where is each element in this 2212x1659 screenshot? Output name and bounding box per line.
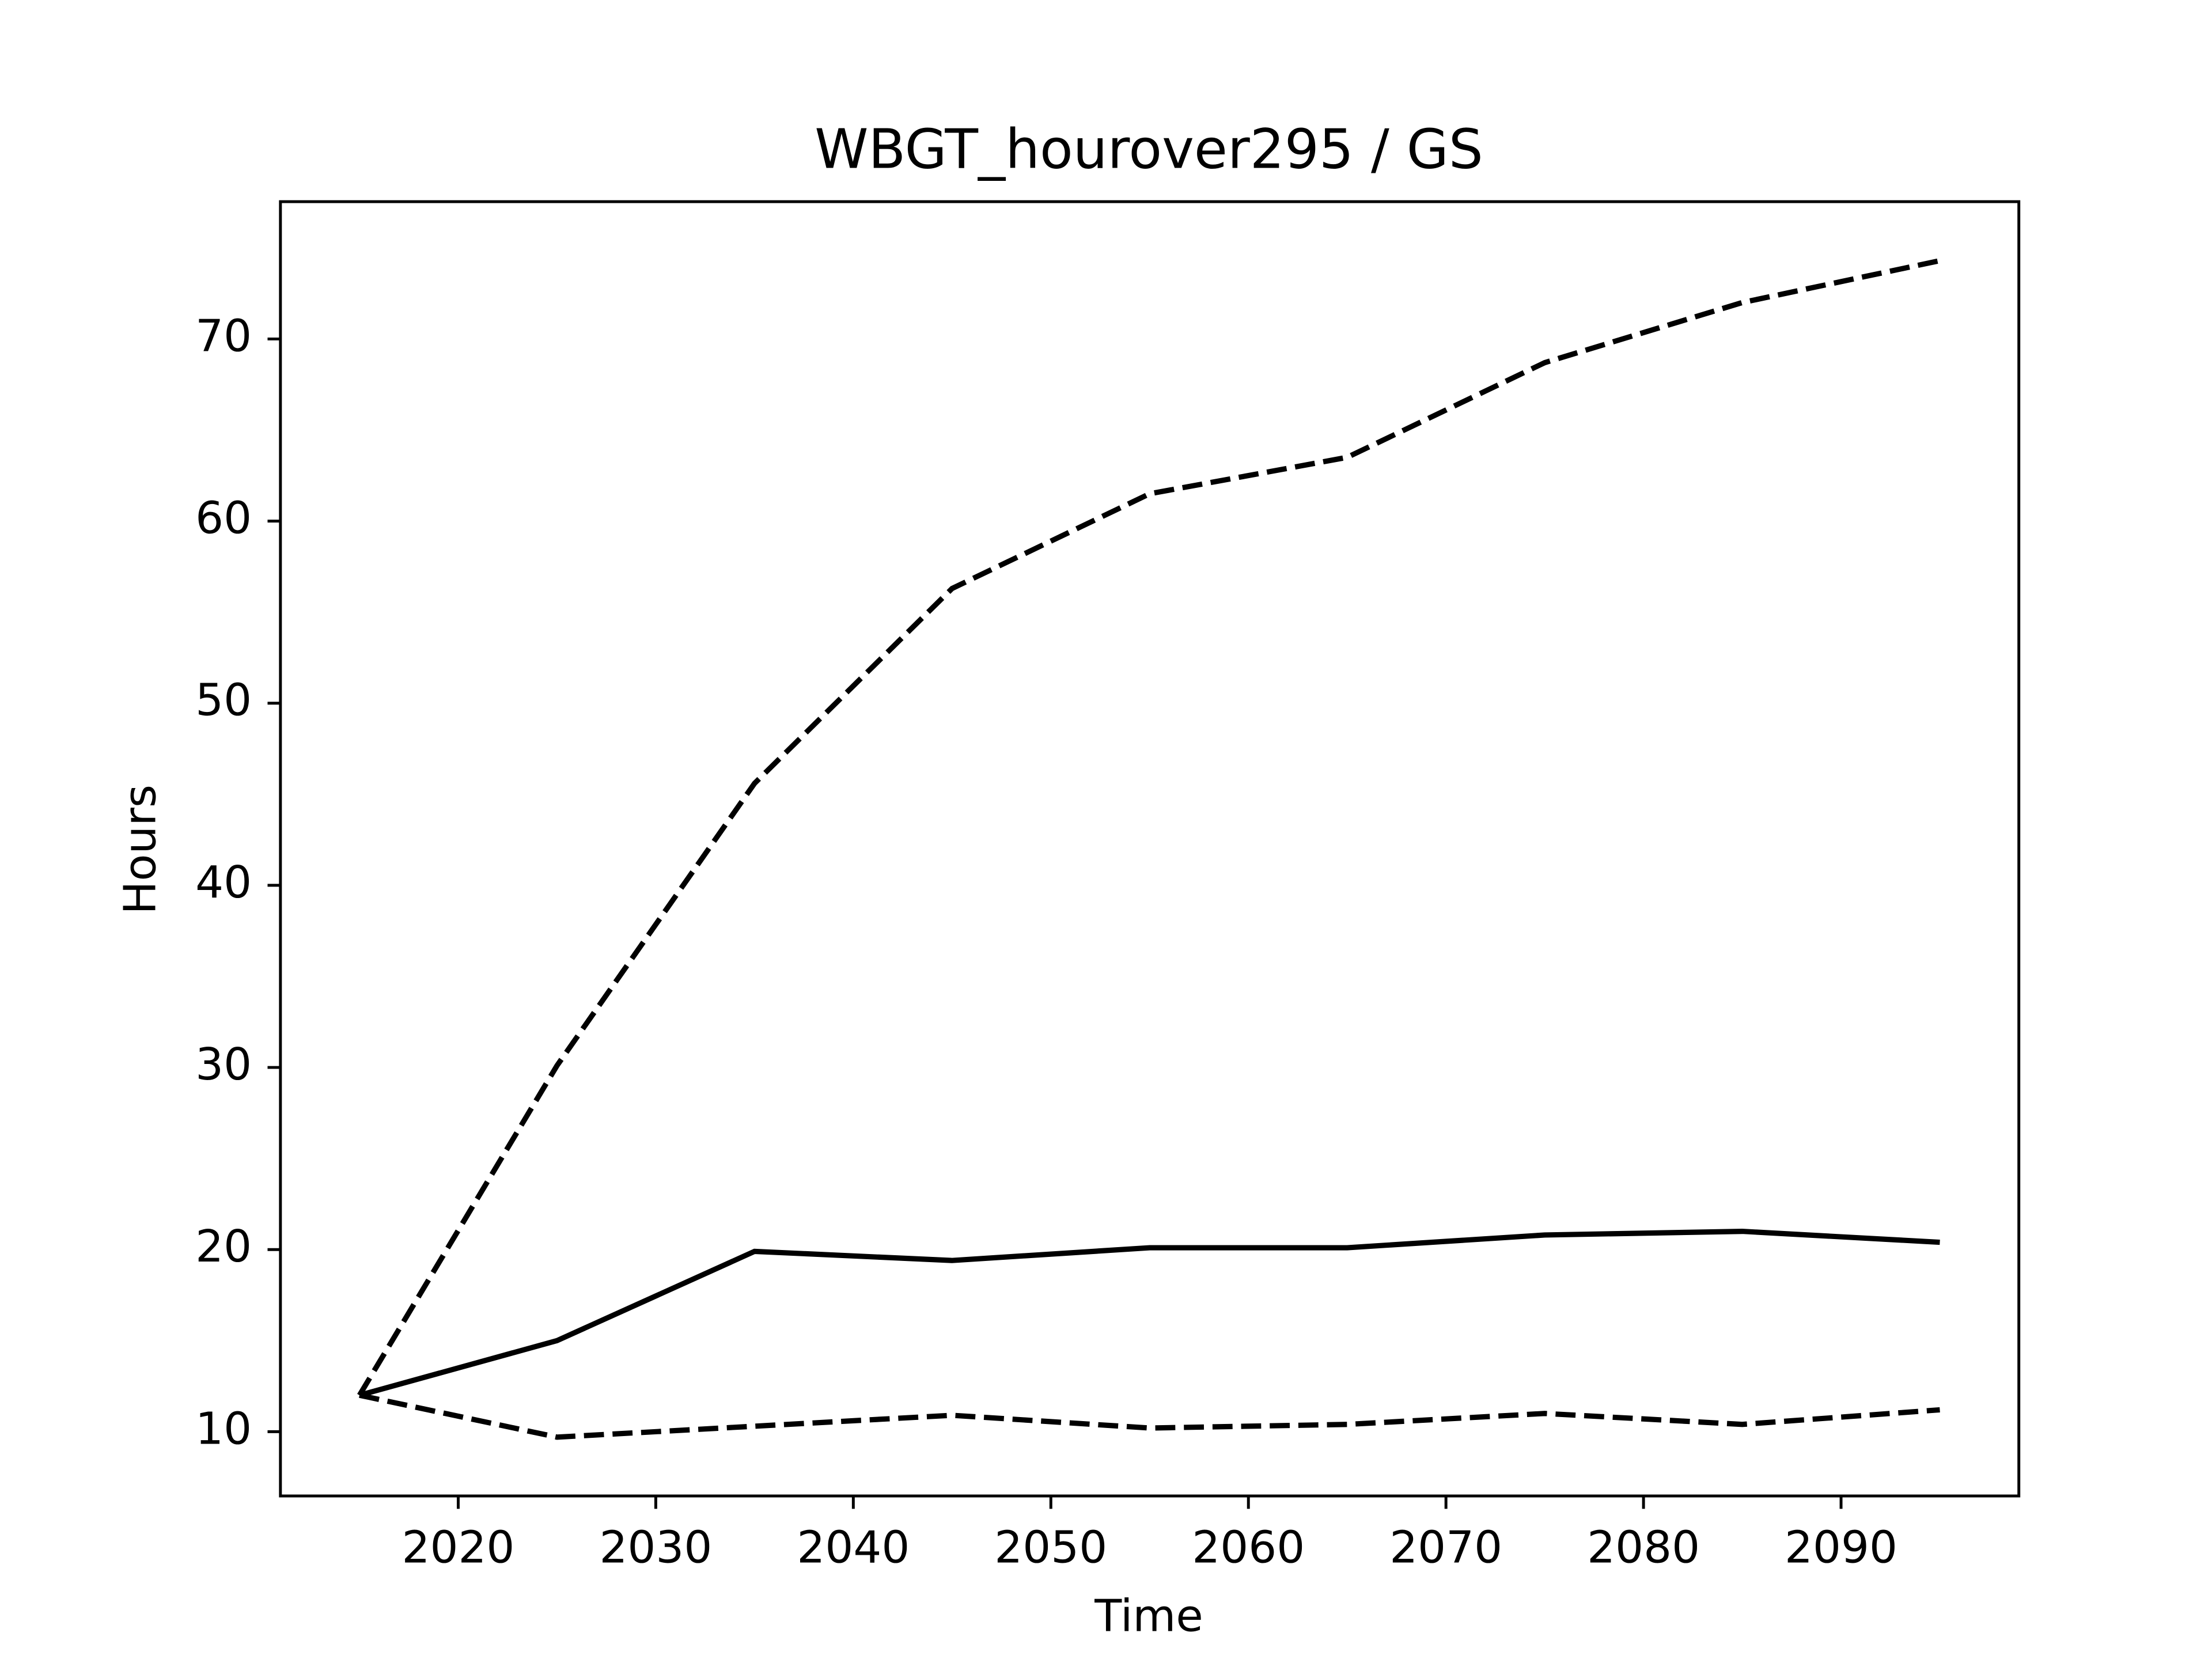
y-tick-label: 60 (195, 493, 252, 544)
y-tick-label: 70 (195, 310, 252, 362)
y-axis-label: Hours (115, 785, 166, 914)
line-series (357, 258, 1941, 1397)
x-tick-label: 2080 (1587, 1522, 1700, 1573)
x-tick-label: 2030 (599, 1522, 712, 1573)
x-tick-label: 2070 (1389, 1522, 1502, 1573)
line-series (359, 1392, 1940, 1440)
plot-frame (279, 200, 2021, 1498)
y-tick-label: 50 (195, 675, 252, 726)
x-tick-label: 2090 (1785, 1522, 1897, 1573)
x-tick-label: 2020 (402, 1522, 515, 1573)
x-tick-label: 2040 (797, 1522, 910, 1573)
line-series (358, 1229, 1940, 1398)
y-tick-label: 40 (195, 857, 252, 908)
chart-title: WBGT_hourover295 / GS (815, 118, 1483, 181)
y-tick-label: 10 (195, 1403, 252, 1455)
y-tick-label: 20 (195, 1221, 252, 1272)
x-axis-label: Time (1094, 1590, 1203, 1642)
x-tick-label: 2060 (1192, 1522, 1305, 1573)
y-tick-label: 30 (195, 1039, 252, 1090)
x-tick-label: 2050 (994, 1522, 1107, 1573)
